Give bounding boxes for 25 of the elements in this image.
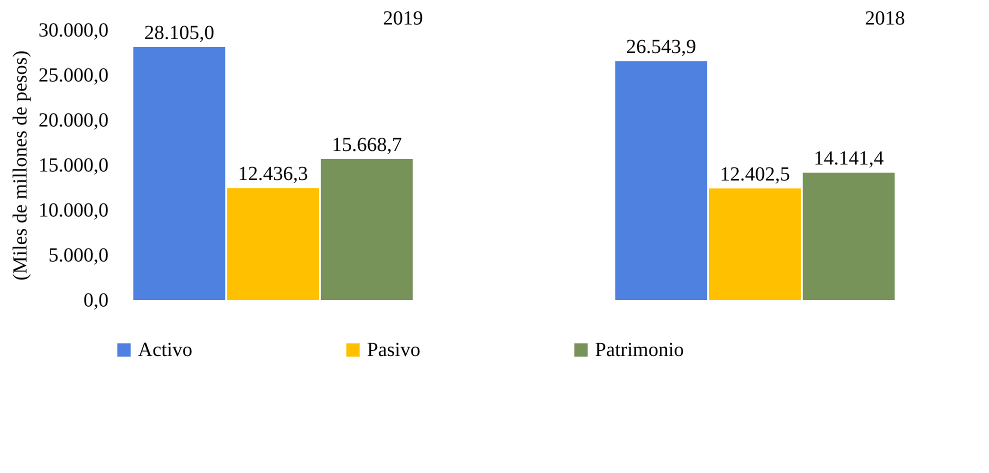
y-tick-label: 30.000,0 [38, 20, 108, 42]
bar [802, 172, 895, 300]
data-label: 12.436,3 [238, 163, 308, 186]
legend-label: Pasivo [367, 339, 420, 361]
data-label: 12.402,5 [720, 163, 790, 186]
y-tick-label: 15.000,0 [38, 154, 108, 176]
data-label: 14.141,4 [814, 148, 884, 170]
legend-label: Activo [138, 339, 192, 361]
data-label: 28.105,0 [144, 22, 214, 44]
bar [615, 61, 708, 300]
y-tick-label: 25.000,0 [38, 64, 108, 86]
bar [709, 188, 801, 300]
y-tick-label: 20.000,0 [38, 110, 108, 132]
x-tick-label: 2018 [864, 8, 905, 30]
legend-label: Patrimonio [595, 339, 684, 361]
y-axis-title: (Miles de millones de pesos) [10, 50, 32, 280]
bar [133, 47, 226, 300]
data-label: 15.668,7 [332, 134, 402, 156]
x-tick-label: 2019 [383, 8, 424, 30]
y-tick-label: 0,0 [84, 290, 108, 312]
bar [320, 158, 413, 300]
y-tick-label: 5.000,0 [48, 244, 108, 266]
y-tick-label: 10.000,0 [38, 200, 108, 222]
data-label: 26.543,9 [626, 36, 696, 58]
bar [227, 188, 319, 300]
